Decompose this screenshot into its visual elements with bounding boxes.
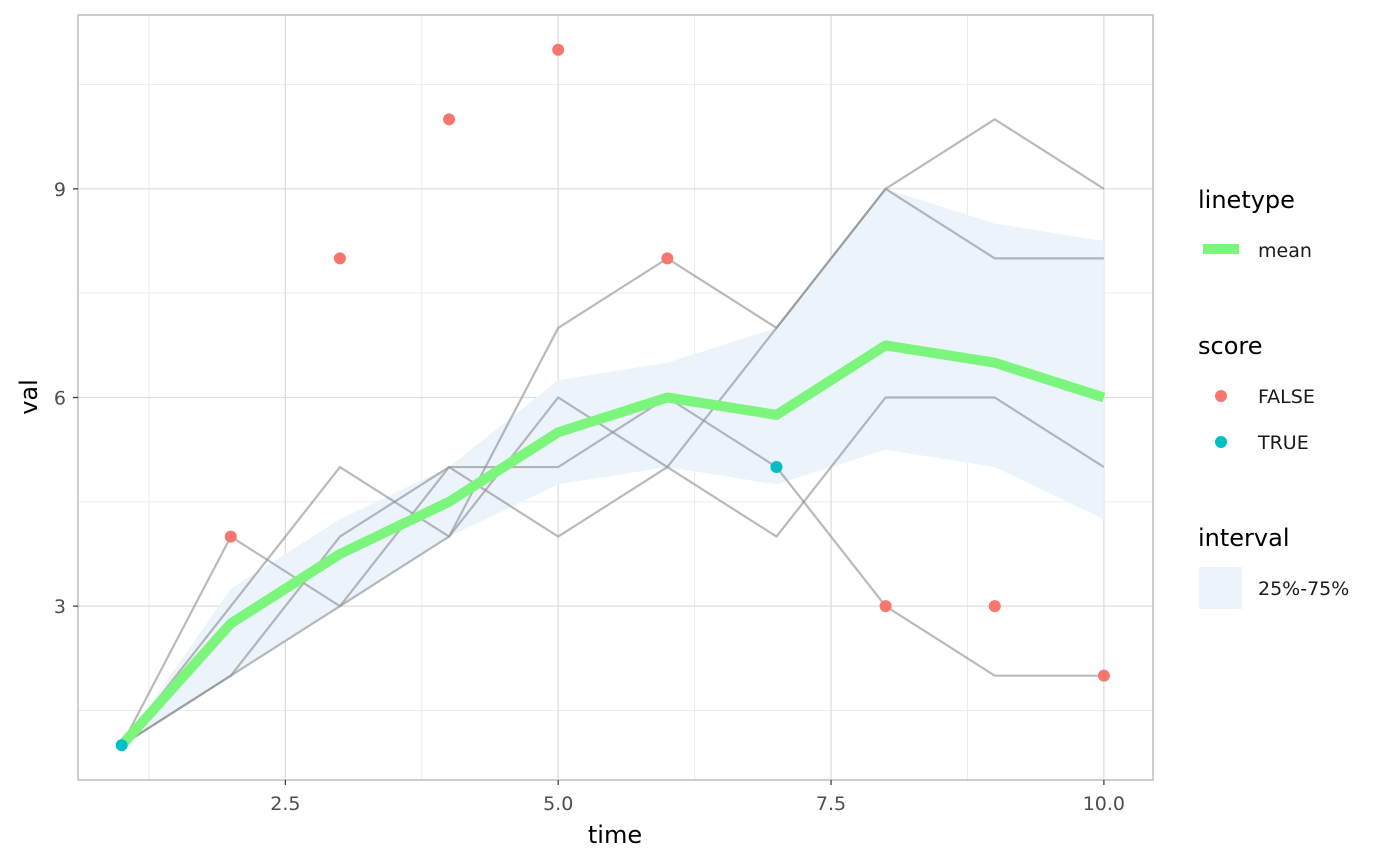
individual-line-2 [120,187,1104,746]
data-point-false [333,252,346,265]
data-point-false [443,113,456,126]
data-point-false [661,252,674,265]
data-point-true [115,739,128,752]
legend-key-true [1215,436,1227,448]
mean-line [117,340,1106,749]
axes: time val 2.5 5.0 7.5 10.0 3 6 9 [15,179,1125,849]
x-tick-label: 10.0 [1083,793,1125,815]
data-point-false [1097,669,1110,682]
y-tick-label: 9 [54,179,66,201]
data-point-false [879,600,892,613]
legend-label-mean: mean [1258,240,1312,262]
legend-title-interval: interval [1198,524,1290,552]
x-tick-label: 7.5 [816,793,846,815]
y-axis-title: val [15,379,43,415]
legend: linetype mean score FALSE TRUE interval … [1198,186,1349,609]
data-point-true [770,461,783,474]
x-tick-label: 5.0 [543,793,573,815]
legend-key-false [1215,390,1227,402]
plot-panel [77,14,1154,781]
x-axis-title: time [588,821,642,849]
data-point-false [224,530,237,543]
y-tick-label: 6 [54,388,66,410]
legend-title-score: score [1198,332,1263,360]
individual-line-1 [120,118,1105,746]
legend-title-linetype: linetype [1198,186,1295,214]
legend-label-interval: 25%-75% [1258,578,1349,600]
interval-ribbon [121,188,1104,746]
x-tick-label: 2.5 [270,793,300,815]
legend-key-interval [1199,567,1242,609]
y-tick-label: 3 [54,596,66,618]
individual-line-4 [121,396,1104,747]
legend-label-false: FALSE [1258,386,1315,408]
data-point-false [552,43,565,56]
legend-label-true: TRUE [1257,432,1309,454]
data-point-false [988,600,1001,613]
